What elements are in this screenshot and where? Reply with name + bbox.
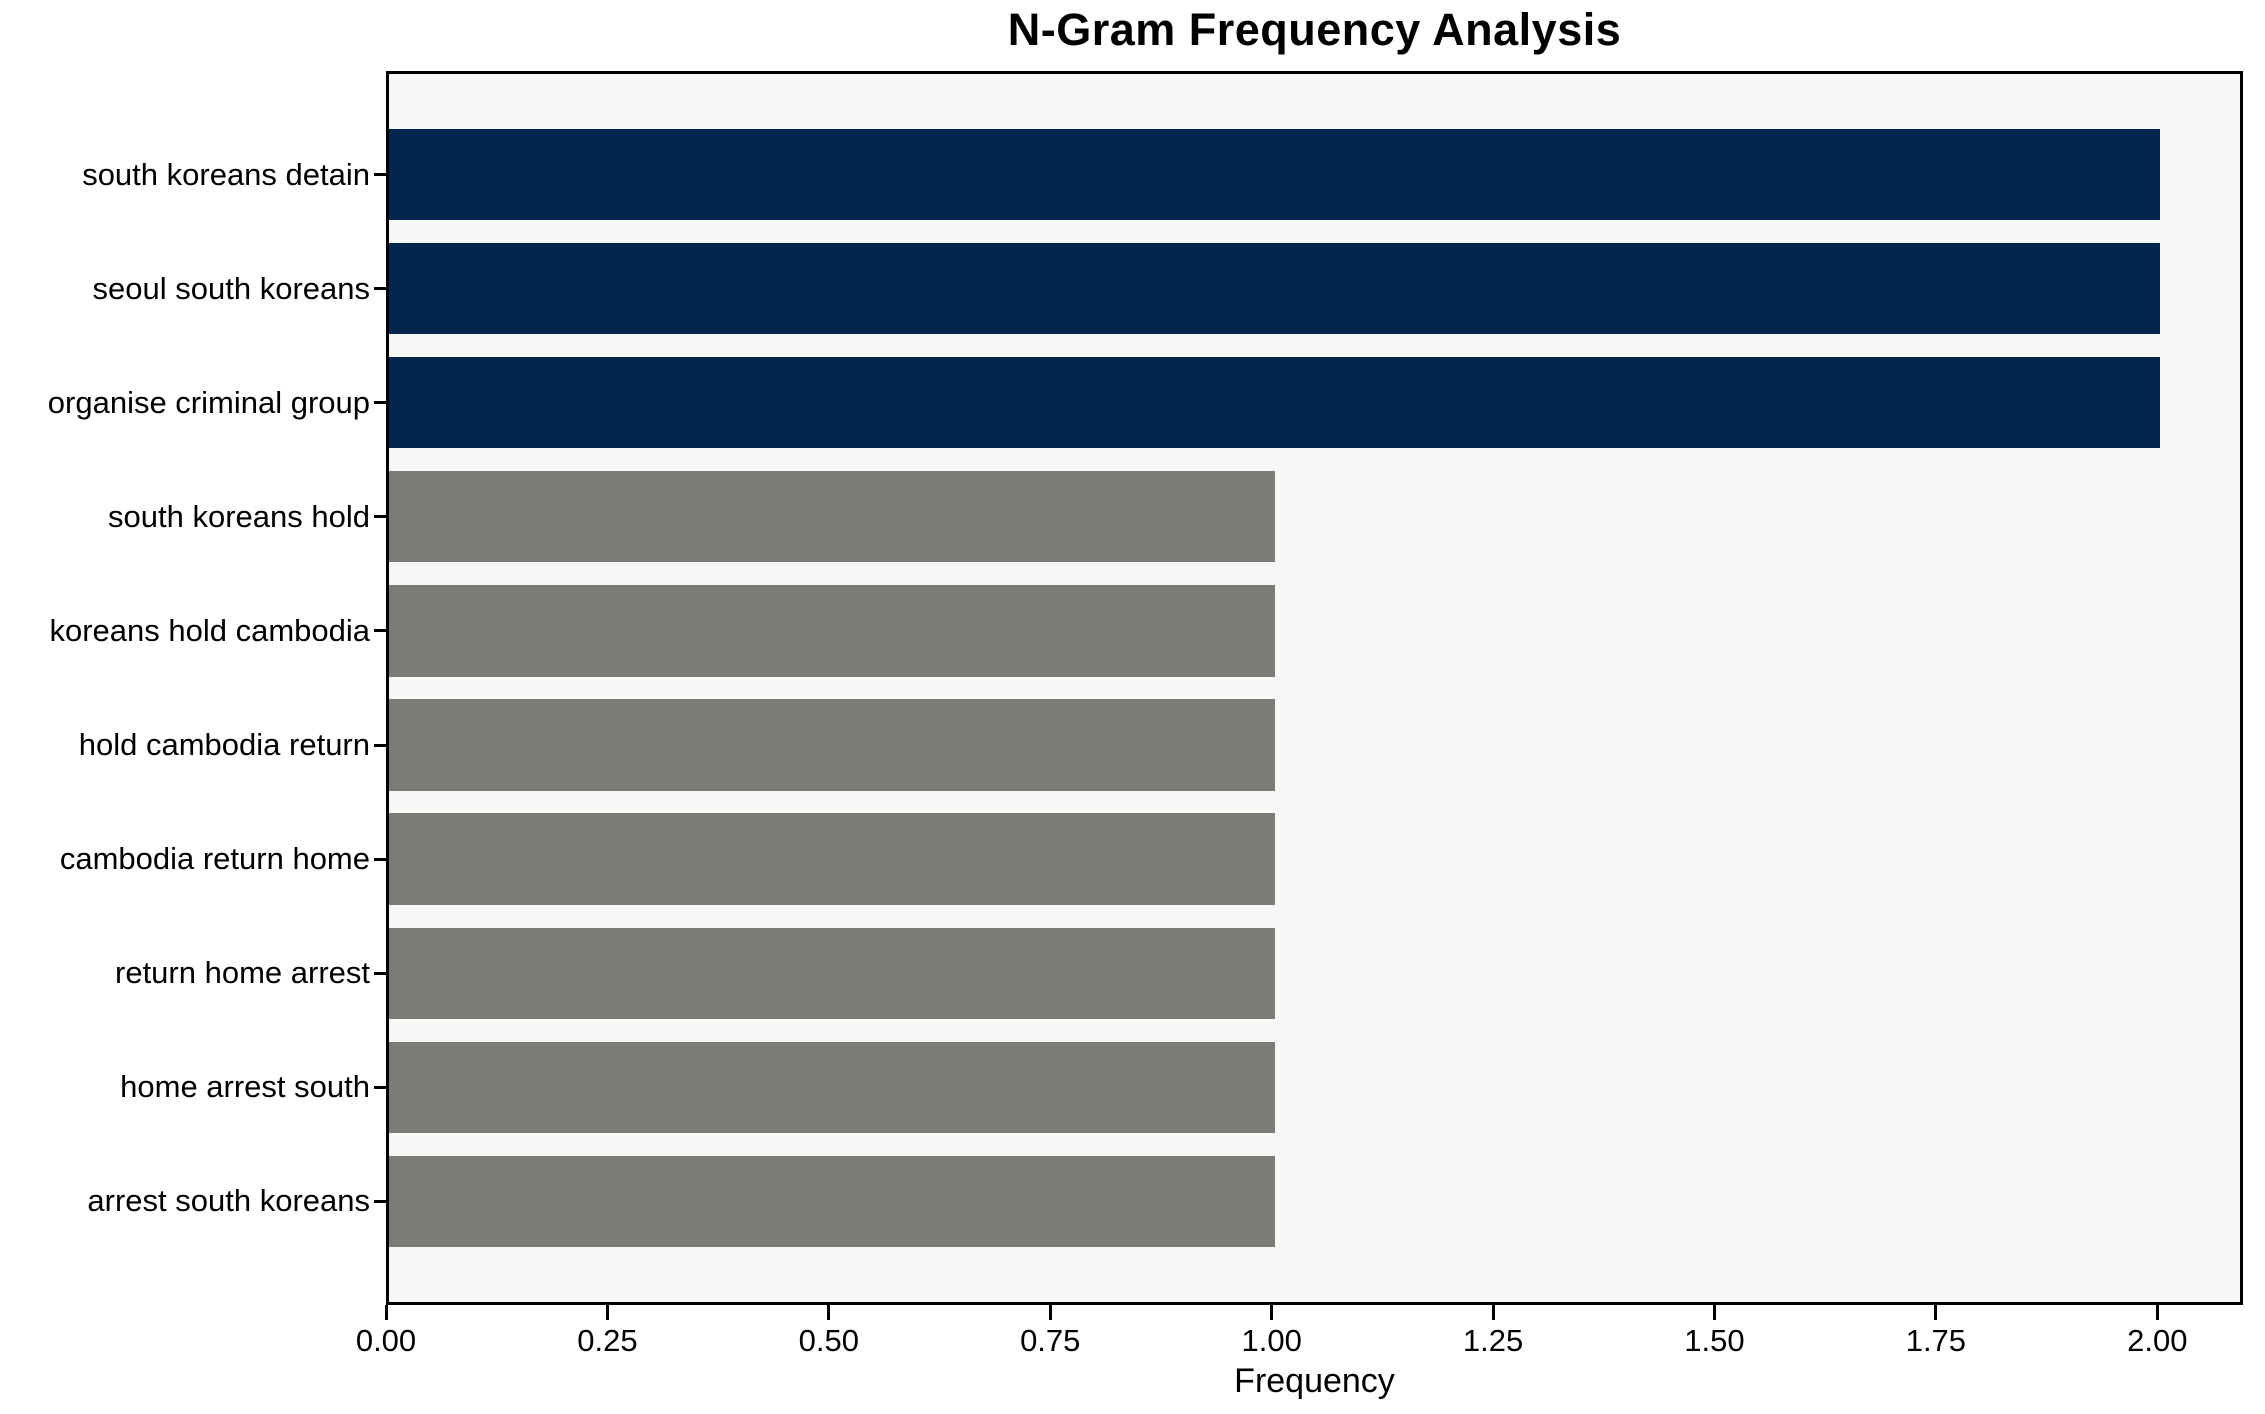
y-tick-mark <box>374 743 386 747</box>
bar <box>389 585 1275 677</box>
bar <box>389 471 1275 563</box>
x-tick-label: 0.50 <box>798 1323 859 1358</box>
y-tick-label: south koreans hold <box>108 498 370 534</box>
x-tick-mark <box>605 1305 609 1320</box>
y-tick-label: hold cambodia return <box>78 727 370 763</box>
y-tick-label: home arrest south <box>120 1069 370 1105</box>
bar <box>389 243 2161 335</box>
y-tick-label: south koreans detain <box>82 156 370 192</box>
bar <box>389 1155 1275 1247</box>
x-tick-mark <box>1048 1305 1052 1320</box>
y-tick-mark <box>374 857 386 861</box>
x-tick-label: 1.00 <box>1241 1323 1302 1358</box>
y-tick-label: koreans hold cambodia <box>49 612 370 648</box>
bar <box>389 699 1275 791</box>
y-tick-mark <box>374 287 386 291</box>
y-tick-mark <box>374 173 386 177</box>
bar <box>389 357 2161 449</box>
x-tick-mark <box>2155 1305 2159 1320</box>
bar <box>389 129 2161 221</box>
y-tick-mark <box>374 401 386 405</box>
y-tick-label: seoul south koreans <box>92 270 370 306</box>
y-tick-mark <box>374 1199 386 1203</box>
x-tick-label: 1.25 <box>1462 1323 1524 1358</box>
x-axis-title: Frequency <box>1234 1362 1395 1400</box>
x-tick-label: 2.00 <box>2127 1323 2188 1358</box>
x-tick-label: 0.25 <box>577 1323 638 1358</box>
y-tick-label: organise criminal group <box>47 384 370 420</box>
x-tick-mark <box>1934 1305 1938 1320</box>
y-tick-label: cambodia return home <box>59 841 370 877</box>
x-tick-mark <box>384 1305 388 1320</box>
x-tick-mark <box>1270 1305 1274 1320</box>
y-tick-mark <box>374 629 386 633</box>
x-tick-label: 1.75 <box>1905 1323 1967 1358</box>
x-tick-label: 0.75 <box>1020 1323 1081 1358</box>
y-tick-mark <box>374 1085 386 1089</box>
x-tick-mark <box>1491 1305 1495 1320</box>
bar <box>389 927 1275 1019</box>
y-tick-mark <box>374 971 386 975</box>
chart-title: N-Gram Frequency Analysis <box>1007 4 1622 55</box>
y-tick-mark <box>374 515 386 519</box>
x-tick-label: 1.50 <box>1684 1323 1745 1358</box>
x-tick-mark <box>1712 1305 1716 1320</box>
plot-area <box>386 71 2243 1305</box>
bar <box>389 1041 1275 1133</box>
x-tick-mark <box>827 1305 831 1320</box>
x-tick-label: 0.00 <box>355 1323 417 1358</box>
bar <box>389 813 1275 905</box>
y-tick-label: return home arrest <box>115 955 370 991</box>
y-tick-label: arrest south koreans <box>87 1183 370 1219</box>
